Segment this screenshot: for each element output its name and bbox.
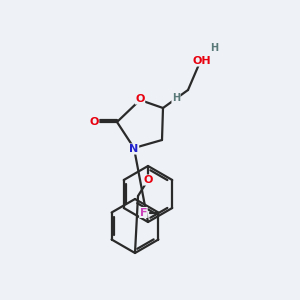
Text: OH: OH — [193, 56, 211, 66]
Text: O: O — [89, 117, 99, 127]
Text: N: N — [129, 144, 139, 154]
Text: H: H — [172, 93, 180, 103]
Text: H: H — [210, 43, 218, 53]
Text: O: O — [135, 94, 145, 104]
Text: F: F — [140, 208, 147, 218]
Text: O: O — [143, 175, 153, 185]
